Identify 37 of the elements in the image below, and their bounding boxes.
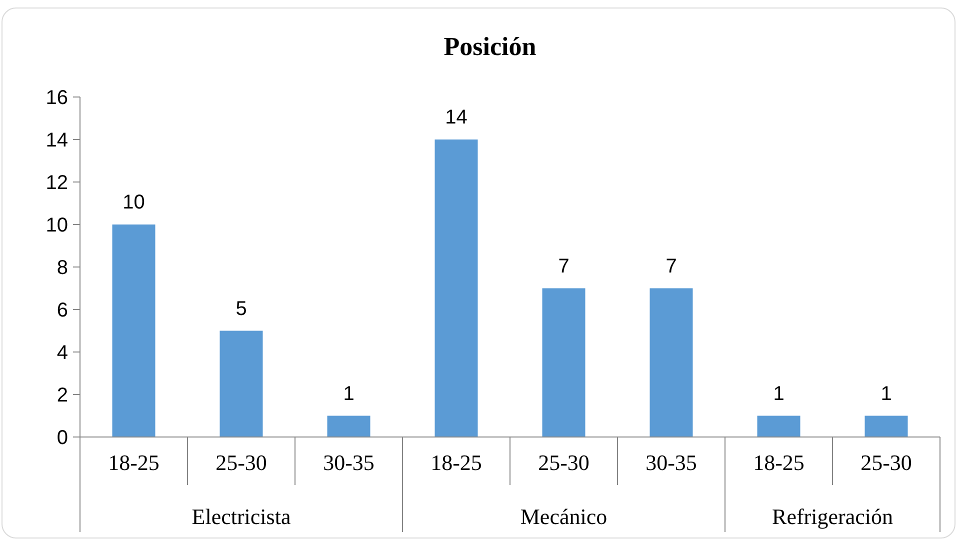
text: Refrigeración: [772, 504, 893, 529]
y-tick-label: 4: [56, 342, 68, 364]
bar: [757, 416, 800, 437]
data-label: 1: [343, 382, 354, 405]
x-tick-label: 25-30: [538, 450, 590, 475]
bar: [650, 288, 693, 437]
data-label: 7: [558, 255, 570, 278]
data-label: 5: [236, 298, 247, 320]
y-tick-label: 12: [46, 172, 68, 194]
data-label: 7: [666, 255, 677, 278]
x-tick-label: 30-35: [323, 450, 374, 475]
bar: [220, 330, 263, 437]
chart-title: Posición: [444, 32, 537, 61]
y-tick-label: 16: [46, 87, 68, 109]
y-tick-label: 14: [46, 130, 68, 152]
text: Mecánico: [520, 504, 608, 529]
data-label: 10: [122, 192, 145, 214]
x-tick-label: 18-25: [430, 450, 482, 475]
x-tick-label: 25-30: [860, 450, 912, 475]
y-tick-label: 0: [56, 427, 68, 449]
data-label: 1: [880, 382, 892, 405]
bar: [112, 224, 156, 437]
x-tick-label: 25-30: [216, 450, 267, 475]
x-tick-label: 18-25: [108, 450, 160, 475]
text: Electricista: [192, 504, 291, 529]
x-tick-label: 18-25: [753, 450, 804, 475]
y-tick-label: 10: [46, 214, 68, 236]
bar: [327, 416, 370, 437]
bar: [542, 288, 586, 437]
data-label: 14: [445, 106, 468, 128]
data-label: 1: [773, 382, 784, 405]
bar: [864, 416, 908, 437]
x-tick-label: 30-35: [646, 450, 697, 475]
y-tick-label: 2: [56, 384, 68, 406]
y-tick-label: 6: [56, 300, 68, 322]
bar: [434, 140, 478, 437]
y-tick-label: 8: [56, 257, 68, 279]
